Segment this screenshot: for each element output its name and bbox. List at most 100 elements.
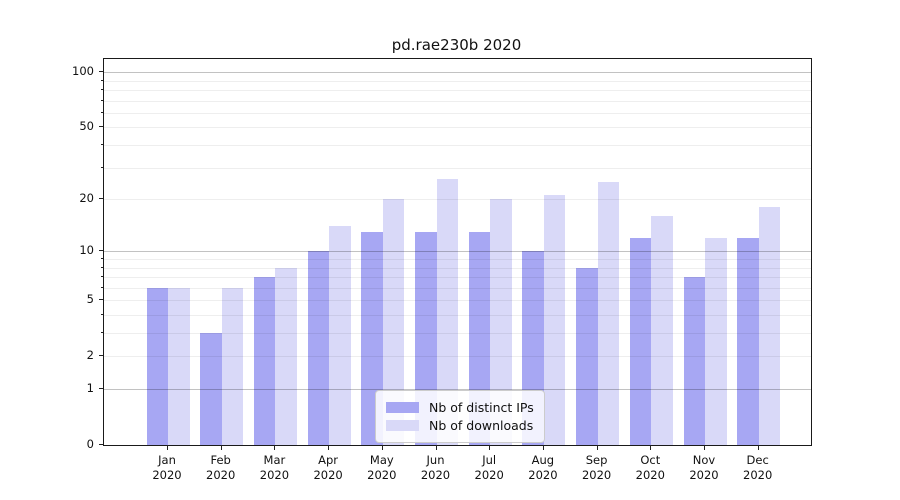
x-tick-mark-sep bbox=[596, 445, 598, 450]
x-tick-label-jan: Jan 2020 bbox=[139, 453, 195, 483]
y-tick-mark-minor-90 bbox=[100, 79, 103, 81]
x-tick-mark-mar bbox=[274, 445, 276, 450]
x-tick-label-year: 2020 bbox=[474, 468, 504, 482]
x-tick-mark-may bbox=[381, 445, 383, 450]
y-tick-mark-10 bbox=[98, 250, 103, 252]
gridline-major-10 bbox=[104, 251, 811, 253]
legend-swatch-icon bbox=[386, 402, 419, 413]
x-tick-label-year: 2020 bbox=[635, 468, 665, 482]
x-tick-mark-aug bbox=[542, 445, 544, 450]
x-tick-label-year: 2020 bbox=[689, 468, 719, 482]
x-tick-mark-oct bbox=[650, 445, 652, 450]
x-tick-mark-jul bbox=[489, 445, 491, 450]
bar-downloads-mar bbox=[275, 267, 297, 445]
y-tick-mark-minor-9 bbox=[100, 258, 103, 260]
x-tick-label-mar: Mar 2020 bbox=[246, 453, 302, 483]
bar-distinct-ips-dec bbox=[737, 237, 759, 445]
legend-label: Nb of downloads bbox=[429, 418, 534, 433]
x-tick-label-year: 2020 bbox=[206, 468, 236, 482]
gridline-major-100 bbox=[104, 72, 811, 74]
bar-downloads-sep bbox=[597, 181, 620, 445]
bar-distinct-ips-feb bbox=[200, 333, 222, 445]
bar-downloads-jan bbox=[168, 287, 190, 445]
y-tick-mark-minor-40 bbox=[100, 144, 103, 146]
y-tick-label-20: 20 bbox=[79, 191, 94, 206]
gridline-minor-50 bbox=[104, 127, 811, 129]
x-tick-label-year: 2020 bbox=[743, 468, 773, 482]
bar-downloads-dec bbox=[758, 207, 781, 445]
x-tick-mark-apr bbox=[328, 445, 330, 450]
y-tick-mark-minor-70 bbox=[100, 99, 103, 101]
x-tick-label-year: 2020 bbox=[367, 468, 397, 482]
legend-label: Nb of distinct IPs bbox=[429, 400, 534, 415]
x-tick-mark-jun bbox=[435, 445, 437, 450]
bar-downloads-jun bbox=[436, 178, 458, 445]
plot-area: Nb of distinct IPs Nb of downloads bbox=[103, 58, 812, 446]
y-tick-label-100: 100 bbox=[72, 64, 94, 79]
bar-distinct-ips-jan bbox=[146, 287, 168, 445]
x-tick-label-aug: Aug 2020 bbox=[515, 453, 571, 483]
y-tick-label-50: 50 bbox=[79, 119, 94, 134]
x-tick-label-may: May 2020 bbox=[354, 453, 410, 483]
gridline-minor-90 bbox=[104, 80, 811, 82]
bar-downloads-feb bbox=[221, 287, 244, 445]
gridline-minor-9 bbox=[104, 259, 811, 261]
bar-distinct-ips-nov bbox=[683, 277, 705, 445]
legend-row-distinct-ips: Nb of distinct IPs bbox=[386, 400, 534, 415]
chart-title: pd.rae230b 2020 bbox=[391, 36, 522, 54]
x-tick-label-sep: Sep 2020 bbox=[569, 453, 625, 483]
gridline-minor-5 bbox=[104, 300, 811, 302]
gridline-minor-2 bbox=[104, 356, 811, 358]
x-tick-mark-nov bbox=[704, 445, 705, 450]
bar-downloads-jul bbox=[490, 199, 512, 445]
y-tick-label-5: 5 bbox=[86, 292, 94, 307]
gridline-minor-40 bbox=[104, 145, 811, 147]
y-tick-mark-50 bbox=[98, 126, 103, 128]
grid-layer bbox=[104, 59, 811, 445]
y-tick-mark-minor-4 bbox=[100, 314, 103, 315]
x-tick-label-year: 2020 bbox=[581, 468, 612, 482]
x-tick-label-apr: Apr 2020 bbox=[300, 453, 356, 483]
legend: Nb of distinct IPs Nb of downloads bbox=[375, 390, 545, 443]
gridline-minor-20 bbox=[104, 199, 811, 201]
x-tick-mark-dec bbox=[757, 445, 759, 450]
x-tick-label-nov: Nov 2020 bbox=[676, 453, 732, 483]
gridline-minor-60 bbox=[104, 112, 811, 114]
x-tick-label-feb: Feb 2020 bbox=[193, 453, 249, 483]
x-tick-label-year: 2020 bbox=[420, 468, 451, 482]
x-tick-mark-feb bbox=[220, 445, 222, 450]
gridline-minor-30 bbox=[104, 167, 811, 169]
y-tick-label-2: 2 bbox=[86, 348, 94, 363]
x-tick-label-dec: Dec 2020 bbox=[730, 453, 786, 483]
y-tick-label-1: 1 bbox=[86, 381, 94, 396]
gridline-minor-7 bbox=[104, 277, 811, 279]
y-tick-mark-minor-8 bbox=[100, 266, 103, 268]
bar-distinct-ips-oct bbox=[629, 237, 652, 445]
gridline-minor-4 bbox=[104, 315, 811, 316]
bar-downloads-may bbox=[382, 199, 405, 445]
y-tick-label-10: 10 bbox=[79, 243, 94, 258]
y-tick-mark-1 bbox=[98, 388, 103, 390]
bar-distinct-ips-sep bbox=[576, 267, 598, 445]
gridline-minor-6 bbox=[104, 287, 811, 289]
y-tick-mark-20 bbox=[98, 198, 103, 200]
y-tick-mark-5 bbox=[98, 299, 103, 301]
y-tick-mark-100 bbox=[98, 71, 103, 73]
x-tick-label-year: 2020 bbox=[528, 468, 558, 482]
gridline-minor-70 bbox=[104, 100, 811, 102]
x-tick-label-jun: Jun 2020 bbox=[408, 453, 464, 483]
y-tick-mark-minor-30 bbox=[100, 166, 103, 168]
y-tick-mark-2 bbox=[98, 355, 103, 357]
x-tick-label-oct: Oct 2020 bbox=[622, 453, 678, 483]
gridline-minor-80 bbox=[104, 90, 811, 92]
bar-distinct-ips-apr bbox=[307, 251, 330, 445]
bar-downloads-oct bbox=[651, 216, 673, 445]
gridline-minor-8 bbox=[104, 267, 811, 269]
x-tick-label-year: 2020 bbox=[259, 468, 290, 482]
legend-row-downloads: Nb of downloads bbox=[386, 418, 534, 433]
y-tick-mark-minor-6 bbox=[100, 286, 103, 288]
bar-downloads-aug bbox=[543, 195, 566, 445]
y-tick-mark-minor-3 bbox=[100, 332, 103, 334]
bar-downloads-nov bbox=[705, 237, 727, 445]
